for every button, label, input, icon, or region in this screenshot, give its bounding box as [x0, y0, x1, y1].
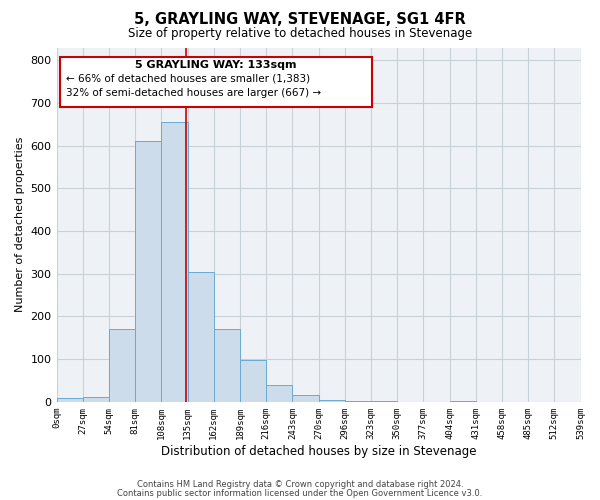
Text: 5, GRAYLING WAY, STEVENAGE, SG1 4FR: 5, GRAYLING WAY, STEVENAGE, SG1 4FR: [134, 12, 466, 28]
Text: 32% of semi-detached houses are larger (667) →: 32% of semi-detached houses are larger (…: [66, 88, 322, 99]
Bar: [56, 398, 83, 402]
Bar: [240, 360, 266, 402]
Bar: [109, 330, 135, 402]
X-axis label: Distribution of detached houses by size in Stevenage: Distribution of detached houses by size …: [161, 444, 476, 458]
Bar: [292, 396, 319, 402]
Bar: [188, 272, 214, 402]
Bar: [135, 142, 161, 402]
Bar: [214, 330, 240, 402]
Text: 5 GRAYLING WAY: 133sqm: 5 GRAYLING WAY: 133sqm: [136, 60, 297, 70]
Bar: [345, 401, 371, 402]
Text: Contains public sector information licensed under the Open Government Licence v3: Contains public sector information licen…: [118, 488, 482, 498]
Bar: [83, 396, 109, 402]
Bar: [319, 400, 345, 402]
Bar: [161, 122, 188, 402]
FancyBboxPatch shape: [61, 57, 372, 108]
Text: ← 66% of detached houses are smaller (1,383): ← 66% of detached houses are smaller (1,…: [66, 74, 310, 84]
Text: Contains HM Land Registry data © Crown copyright and database right 2024.: Contains HM Land Registry data © Crown c…: [137, 480, 463, 489]
Bar: [266, 385, 292, 402]
Y-axis label: Number of detached properties: Number of detached properties: [15, 137, 25, 312]
Text: Size of property relative to detached houses in Stevenage: Size of property relative to detached ho…: [128, 28, 472, 40]
